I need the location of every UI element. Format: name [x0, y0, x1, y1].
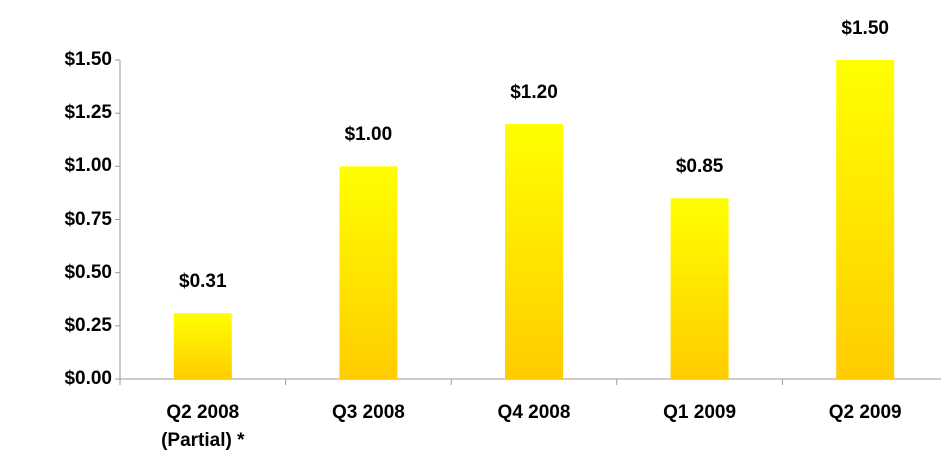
y-tick-label: $0.75: [64, 208, 112, 230]
x-tick-label: Q4 2008: [497, 402, 571, 423]
bar: [836, 60, 895, 379]
value-label: $0.31: [179, 271, 227, 293]
value-label: $1.20: [510, 81, 558, 103]
x-tick-label: Q2 2009: [828, 402, 902, 423]
value-label: $1.50: [841, 18, 889, 39]
y-tick-label: $1.50: [64, 49, 112, 70]
value-label: $1.00: [344, 124, 393, 146]
bar: [339, 166, 398, 379]
y-tick-label: $1.25: [64, 102, 112, 124]
y-tick-label: $1.00: [64, 155, 112, 177]
y-tick-label: $0.50: [64, 261, 112, 283]
bar: [173, 313, 232, 379]
y-tick-label: $0.00: [64, 368, 112, 389]
bar: [670, 198, 729, 379]
x-tick-label: Q2 2008 (Partial) *: [161, 402, 245, 451]
x-tick-label: Q1 2009: [663, 402, 737, 423]
x-tick-label: Q3 2008: [331, 402, 405, 423]
value-label: $0.85: [675, 156, 724, 178]
bar: [505, 123, 563, 379]
y-tick-label: $0.25: [64, 314, 112, 336]
